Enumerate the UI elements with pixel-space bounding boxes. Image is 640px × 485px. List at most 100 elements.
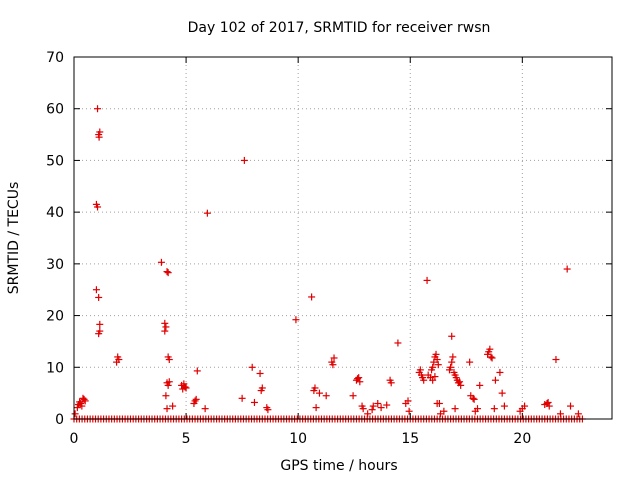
data-point — [164, 381, 172, 389]
y-tick-label: 60 — [46, 102, 64, 118]
data-point — [574, 410, 582, 418]
data-point — [567, 402, 575, 410]
data-point — [449, 353, 457, 361]
data-point — [435, 399, 443, 407]
chart-title: Day 102 of 2017, SRMTID for receiver rws… — [188, 20, 491, 36]
data-point — [163, 405, 171, 413]
data-point — [433, 356, 441, 364]
data-point — [115, 356, 123, 364]
x-tick-label: 15 — [401, 431, 419, 447]
data-point — [71, 410, 79, 418]
data-point — [486, 345, 494, 353]
data-point — [431, 373, 439, 381]
data-point — [448, 332, 456, 340]
data-point — [96, 128, 104, 136]
data-point — [434, 361, 442, 369]
data-point — [192, 395, 200, 403]
data-point — [456, 378, 464, 386]
data-point — [563, 265, 571, 273]
data-point — [94, 203, 102, 211]
data-point — [448, 358, 456, 366]
data-point — [258, 384, 266, 392]
y-tick-label: 0 — [55, 412, 64, 428]
x-tick-label: 0 — [70, 431, 79, 447]
grid — [74, 57, 612, 419]
data-point — [416, 366, 424, 374]
data-point — [369, 402, 377, 410]
data-point — [488, 354, 496, 362]
data-point — [355, 374, 363, 382]
data-point — [80, 395, 88, 403]
data-point — [165, 378, 173, 386]
data-point — [162, 392, 170, 400]
data-point — [256, 369, 264, 377]
data-point — [447, 363, 455, 371]
data-point — [364, 410, 372, 418]
data-point — [157, 258, 165, 266]
data-point — [474, 405, 481, 413]
x-tick-label: 10 — [289, 431, 307, 447]
data-point — [201, 405, 209, 413]
data-point — [394, 339, 402, 347]
data-point — [164, 269, 172, 277]
y-tick-label: 30 — [46, 257, 64, 273]
data-point — [404, 397, 412, 405]
data-point — [203, 209, 211, 217]
data-points — [70, 105, 586, 423]
data-point — [165, 356, 173, 364]
y-tick-label: 20 — [46, 309, 64, 325]
data-point — [308, 293, 316, 301]
data-point — [81, 397, 89, 405]
data-point — [429, 363, 437, 371]
data-point — [420, 376, 428, 384]
data-point — [322, 392, 330, 400]
data-point — [96, 320, 104, 328]
data-point — [312, 404, 320, 412]
data-point — [496, 368, 504, 376]
y-axis-label: SRMTID / TECUs — [6, 182, 22, 295]
data-point — [383, 401, 391, 409]
data-point — [193, 367, 201, 375]
data-point — [476, 381, 484, 389]
data-point — [78, 402, 86, 410]
data-point — [487, 353, 495, 361]
data-point — [292, 316, 300, 324]
data-point — [556, 410, 564, 418]
data-point — [521, 402, 529, 410]
data-point — [377, 404, 385, 412]
data-point — [95, 133, 103, 141]
y-tick-label: 40 — [46, 205, 64, 221]
data-point — [466, 358, 474, 366]
data-point — [544, 398, 552, 406]
data-point — [162, 323, 170, 331]
y-tick-label: 70 — [46, 50, 64, 66]
data-point — [498, 389, 506, 397]
data-point — [161, 319, 169, 327]
data-point — [432, 350, 440, 358]
data-point — [94, 105, 102, 113]
data-point — [92, 286, 100, 294]
data-point — [238, 394, 246, 402]
data-point — [368, 406, 376, 414]
data-point — [359, 405, 367, 413]
data-point — [95, 293, 103, 301]
data-point — [76, 398, 84, 406]
data-point — [451, 405, 459, 413]
data-point — [469, 394, 477, 402]
plot-frame — [73, 56, 613, 420]
axis-ticks: 0 10 20 30 40 50 60 70 0 5 10 15 20 — [46, 50, 612, 447]
data-point — [429, 376, 437, 384]
data-point — [315, 389, 323, 397]
data-point — [470, 395, 478, 403]
data-point — [500, 402, 508, 410]
data-point — [405, 407, 413, 415]
x-axis-label: GPS time / hours — [280, 458, 397, 474]
data-point — [545, 402, 553, 410]
data-point — [491, 376, 499, 384]
data-point — [349, 392, 357, 400]
data-point — [423, 276, 431, 284]
data-point — [182, 384, 190, 392]
data-point — [387, 379, 395, 387]
data-point — [169, 402, 177, 410]
